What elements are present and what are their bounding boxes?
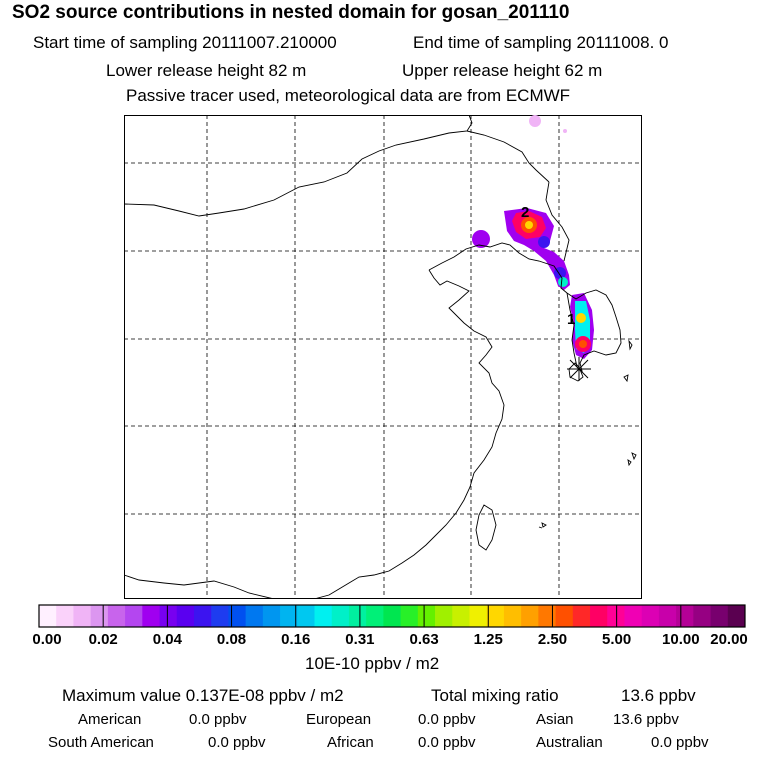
chart-title: SO2 source contributions in nested domai…	[12, 2, 570, 23]
colorbar-border	[38, 604, 746, 628]
region-name: South American	[48, 734, 154, 751]
colorbar-swatch	[641, 605, 660, 627]
colorbar-swatch	[228, 605, 247, 627]
colorbar-swatch	[159, 605, 178, 627]
region-name: Australian	[536, 734, 603, 751]
colorbar-tick-label: 0.08	[216, 631, 247, 648]
colorbar-swatch	[452, 605, 470, 627]
colorbar-swatch	[658, 605, 677, 627]
colorbar-swatch	[521, 605, 539, 627]
model-note: Passive tracer used, meteorological data…	[126, 86, 571, 105]
start-time-label: Start time of sampling 20111007.210000	[33, 33, 337, 52]
colorbar-swatch	[90, 605, 109, 627]
colorbar-swatch	[314, 605, 333, 627]
source-label-2: 2	[521, 204, 529, 221]
region-name: African	[327, 734, 374, 751]
coastlines	[124, 115, 637, 599]
region-value: 0.0 ppbv	[189, 711, 247, 728]
colorbar-swatch	[366, 605, 384, 627]
colorbar-tick-label: 0.31	[345, 631, 375, 648]
colorbar-swatch	[297, 605, 315, 627]
colorbar-tick-label: 5.00	[602, 631, 632, 648]
region-value: 0.0 ppbv	[418, 734, 476, 751]
colorbar-swatch	[176, 605, 195, 627]
colorbar	[38, 604, 746, 628]
max-value: Maximum value 0.137E-08 ppbv / m2	[62, 686, 344, 705]
region-value: 0.0 ppbv	[651, 734, 709, 751]
colorbar-swatch	[245, 605, 264, 627]
map-panel: 2 1	[124, 115, 642, 599]
upper-release-height: Upper release height 62 m	[402, 61, 603, 80]
colorbar-swatch	[193, 605, 212, 627]
receptor-star-icon	[567, 357, 591, 381]
colorbar-tick-label: 20.00	[710, 631, 748, 648]
colorbar-swatch	[624, 605, 643, 627]
colorbar-tick-label: 0.04	[152, 631, 182, 648]
colorbar-tick-label: 0.02	[88, 631, 118, 648]
colorbar-swatch	[572, 605, 591, 627]
colorbar-swatch	[417, 605, 436, 627]
colorbar-swatch	[262, 605, 281, 627]
map-frame	[124, 115, 642, 599]
colorbar-swatch	[710, 605, 729, 627]
colorbar-swatch	[590, 605, 608, 627]
colorbar-swatch	[73, 605, 92, 627]
region-name: European	[306, 711, 372, 728]
colorbar-swatch	[348, 605, 367, 627]
colorbar-swatch	[211, 605, 229, 627]
colorbar-swatch	[56, 605, 74, 627]
colorbar-tick-label: 1.25	[473, 631, 503, 648]
region-value: 0.0 ppbv	[208, 734, 266, 751]
colorbar-swatch	[280, 605, 298, 627]
colorbar-tick-label: 2.50	[537, 631, 568, 648]
colorbar-swatch	[693, 605, 711, 627]
plume-contours	[472, 115, 594, 359]
colorbar-units: 10E-10 ppbv / m2	[305, 654, 440, 673]
colorbar-swatch	[435, 605, 453, 627]
colorbar-swatch	[331, 605, 350, 627]
total-mixing-label: Total mixing ratio	[431, 686, 559, 705]
colorbar-swatch	[107, 605, 126, 627]
total-mixing-value: 13.6 ppbv	[621, 686, 696, 705]
region-value: 0.0 ppbv	[418, 711, 476, 728]
colorbar-swatch	[555, 605, 574, 627]
colorbar-swatch	[400, 605, 419, 627]
colorbar-tick-label: 0.16	[281, 631, 311, 648]
region-value: 13.6 ppbv	[613, 711, 679, 728]
colorbar-swatch	[486, 605, 505, 627]
colorbar-swatch	[503, 605, 522, 627]
end-time-label: End time of sampling 20111008. 0	[413, 33, 669, 52]
colorbar-swatch	[607, 605, 625, 627]
region-name: Asian	[536, 711, 574, 728]
lat-lon-grid	[124, 115, 642, 599]
colorbar-swatch	[727, 605, 746, 627]
colorbar-swatch	[538, 605, 556, 627]
colorbar-swatch	[142, 605, 160, 627]
region-name: American	[78, 711, 142, 728]
source-label-1: 1	[567, 311, 575, 328]
colorbar-swatch	[676, 605, 694, 627]
colorbar-swatch	[39, 605, 57, 627]
colorbar-tick-label: 10.00	[662, 631, 700, 648]
colorbar-tick-label: 0.00	[32, 631, 62, 648]
lower-release-height: Lower release height 82 m	[106, 61, 307, 80]
colorbar-swatch	[469, 605, 488, 627]
colorbar-tick-label: 0.63	[409, 631, 439, 648]
colorbar-swatch	[125, 605, 143, 627]
colorbar-swatch	[383, 605, 402, 627]
